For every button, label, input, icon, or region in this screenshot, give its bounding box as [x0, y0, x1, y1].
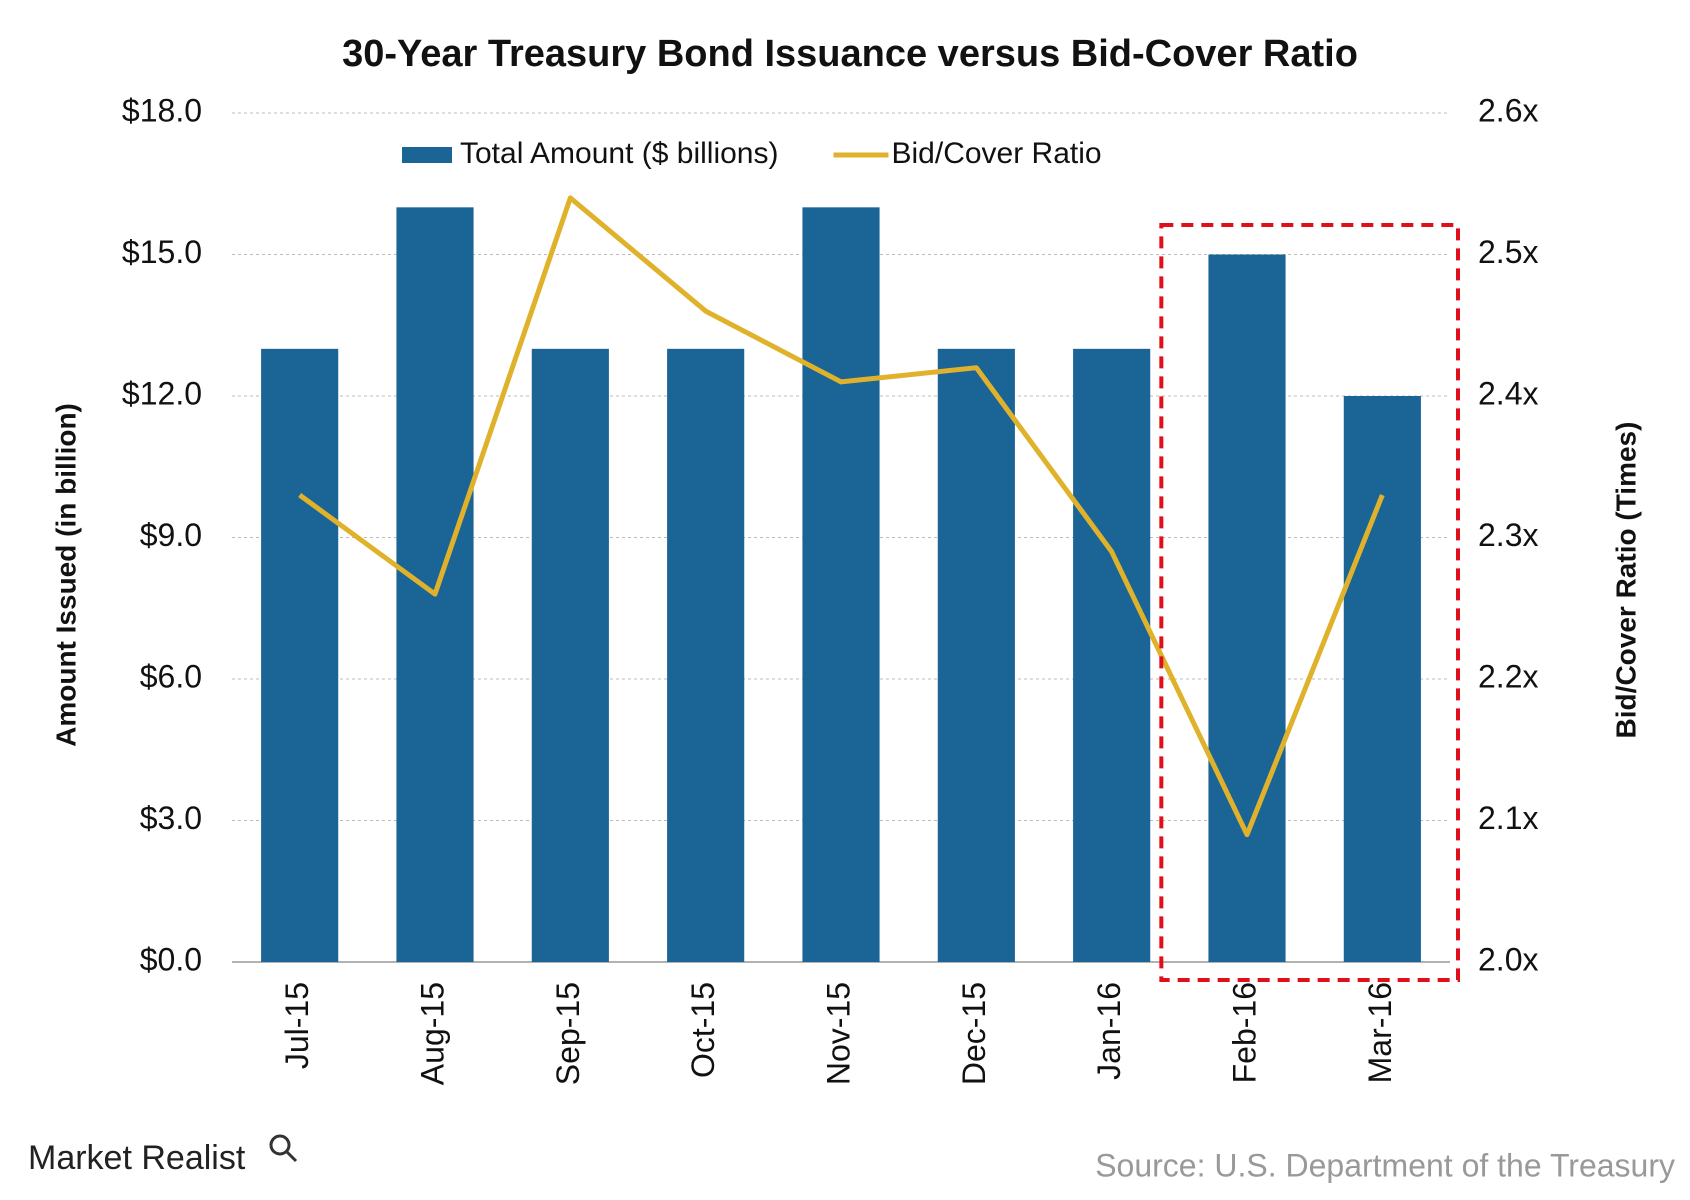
- x-tick-label: Nov-15: [820, 982, 856, 1085]
- legend-label: Total Amount ($ billions): [460, 137, 779, 170]
- y-tick-label: $6.0: [140, 658, 202, 694]
- y-axis-title: Amount Issued (in billion): [50, 403, 81, 747]
- y2-tick-label: 2.0x: [1478, 941, 1538, 977]
- x-tick-label: Jan-16: [1091, 982, 1127, 1080]
- x-tick-label: Dec-15: [956, 982, 992, 1085]
- y-tick-label: $3.0: [140, 800, 202, 836]
- bar: [1073, 348, 1151, 962]
- x-tick-label: Mar-16: [1362, 982, 1398, 1083]
- line-series: [298, 195, 1385, 838]
- y2-tick-label: 2.5x: [1478, 234, 1538, 270]
- y-tick-label: $12.0: [122, 375, 202, 411]
- x-tick-label: Sep-15: [550, 982, 586, 1085]
- y2-tick-label: 2.2x: [1478, 658, 1538, 694]
- y-tick-label: $15.0: [122, 234, 202, 270]
- x-tick-label: Oct-15: [685, 982, 721, 1078]
- bar: [937, 348, 1015, 962]
- y-tick-label: $0.0: [140, 941, 202, 977]
- y2-tick-label: 2.6x: [1478, 92, 1538, 128]
- source-note: Source: U.S. Department of the Treasury: [1095, 1147, 1675, 1183]
- y-tick-label: $18.0: [122, 92, 202, 128]
- brand-logo: Market Realist: [28, 1139, 246, 1177]
- x-tick-label: Aug-15: [414, 982, 450, 1085]
- bar: [1343, 396, 1421, 962]
- highlight-box: [1159, 223, 1461, 982]
- y2-axis-title: Bid/Cover Ratio (Times): [1610, 422, 1641, 739]
- bar: [396, 207, 474, 963]
- legend-label: Bid/Cover Ratio: [892, 137, 1102, 170]
- x-tick-label: Feb-16: [1226, 982, 1262, 1083]
- bar: [1208, 254, 1286, 962]
- y2-tick-label: 2.3x: [1478, 517, 1538, 553]
- bar: [667, 348, 745, 962]
- y2-tick-label: 2.4x: [1478, 375, 1538, 411]
- bar: [802, 207, 880, 963]
- y2-tick-label: 2.1x: [1478, 800, 1538, 836]
- x-tick-label: Jul-15: [279, 982, 315, 1069]
- brand-icon-handle: [285, 1150, 298, 1163]
- chart-title: 30-Year Treasury Bond Issuance versus Bi…: [342, 33, 1358, 75]
- bar: [261, 348, 339, 962]
- y-tick-label: $9.0: [140, 517, 202, 553]
- bar: [531, 348, 609, 962]
- legend-swatch: [402, 147, 452, 163]
- brand-icon: [269, 1134, 291, 1156]
